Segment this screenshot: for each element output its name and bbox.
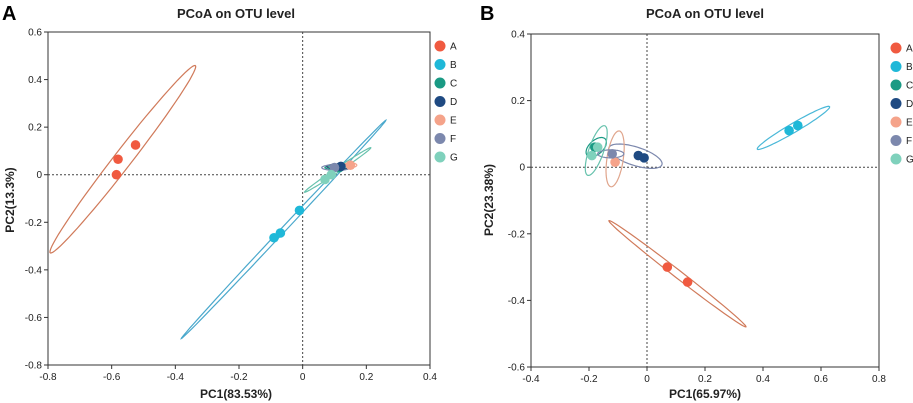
legend-marker-c	[434, 77, 446, 89]
point-e	[345, 160, 356, 170]
x-tick-label: -0.2	[230, 372, 248, 383]
y-tick-label: -0.4	[508, 296, 526, 307]
point-b	[793, 120, 803, 131]
point-a	[111, 169, 122, 180]
plot-frame	[530, 33, 880, 368]
ellipse-d	[325, 163, 353, 170]
x-tick-label: 0.4	[756, 374, 770, 385]
point-b	[294, 205, 305, 216]
legend-label-a: A	[450, 42, 457, 53]
legend-marker-f	[890, 135, 902, 146]
y-tick-label: -0.6	[25, 313, 43, 324]
legend-marker-b	[434, 59, 446, 70]
point-g	[326, 169, 337, 180]
y-tick-label: -0.6	[508, 363, 526, 374]
plot-frame	[47, 31, 431, 366]
legend-label-g: G	[906, 155, 913, 166]
chart-title: PCoA on OTU level	[177, 6, 295, 21]
legend-label-f: F	[906, 136, 912, 147]
legend-label-e: E	[906, 118, 913, 129]
legend-marker-g	[890, 153, 902, 165]
legend-label-c: C	[906, 81, 913, 92]
x-tick-label: -0.6	[103, 372, 121, 383]
legend-marker-a	[890, 42, 902, 54]
legend-marker-f	[434, 133, 446, 144]
panel-b: B PCoA on OTU level PC1(65.97%) PC2(23.3…	[480, 3, 913, 401]
legend-label-b: B	[906, 62, 913, 73]
y-axis-label: PC2(13.3%)	[3, 167, 17, 232]
legend-marker-e	[890, 116, 902, 128]
y-tick-label: -0.4	[25, 265, 43, 276]
x-tick-label: -0.8	[39, 372, 57, 383]
y-tick-label: 0	[36, 170, 42, 181]
legend-marker-d	[434, 96, 446, 107]
x-axis-label: PC1(65.97%)	[669, 387, 741, 401]
ellipse-g	[303, 146, 372, 193]
point-a	[130, 140, 141, 150]
legend-marker-d	[890, 98, 902, 109]
legend-marker-c	[890, 79, 902, 91]
legend-label-b: B	[450, 60, 457, 71]
point-b	[784, 125, 794, 136]
x-axis-label: PC1(83.53%)	[200, 387, 272, 401]
ellipse-b	[756, 105, 831, 151]
point-g	[592, 142, 603, 153]
x-tick-label: -0.4	[522, 374, 540, 385]
x-tick-label: -0.4	[167, 372, 185, 383]
panel-a: A PCoA on OTU level PC1(83.53%) PC2(13.3…	[2, 3, 458, 401]
y-axis-label: PC2(23.38%)	[482, 164, 496, 236]
point-e	[610, 157, 620, 168]
legend-marker-a	[434, 40, 446, 52]
ellipse-g	[584, 125, 608, 176]
legend-label-d: D	[906, 99, 913, 110]
point-b	[269, 232, 279, 243]
legend-label-c: C	[450, 79, 457, 90]
point-a	[682, 277, 693, 287]
ellipse-a	[49, 64, 197, 254]
y-tick-label: 0	[519, 163, 525, 174]
y-tick-label: 0.2	[511, 96, 525, 107]
legend-label-g: G	[450, 153, 458, 164]
ellipse-e	[605, 130, 625, 188]
legend-marker-b	[890, 61, 902, 72]
panel-letter: B	[480, 3, 494, 25]
y-tick-label: 0.2	[28, 123, 42, 134]
x-tick-label: 0.2	[698, 374, 712, 385]
y-tick-label: 0.4	[511, 30, 525, 41]
y-tick-label: 0.4	[28, 75, 42, 86]
point-f	[329, 162, 340, 173]
y-tick-label: -0.8	[25, 361, 43, 372]
point-d	[639, 153, 649, 163]
legend-label-a: A	[906, 44, 913, 55]
x-tick-label: 0.8	[872, 374, 886, 385]
x-tick-label: 0	[644, 374, 650, 385]
legend-label-f: F	[450, 134, 456, 145]
ellipse-f	[597, 149, 625, 159]
x-tick-label: 0.4	[423, 372, 437, 383]
legend-label-d: D	[450, 97, 457, 108]
y-tick-label: -0.2	[25, 218, 43, 229]
legend-marker-g	[434, 151, 446, 163]
point-g	[587, 150, 597, 161]
y-tick-label: 0.6	[28, 28, 42, 39]
point-f	[607, 149, 617, 159]
x-tick-label: -0.2	[580, 374, 598, 385]
x-tick-label: 0.6	[814, 374, 828, 385]
x-tick-label: 0	[300, 372, 306, 383]
chart-title: PCoA on OTU level	[646, 6, 764, 21]
legend-marker-e	[434, 114, 446, 126]
point-a	[113, 154, 123, 165]
x-tick-label: 0.2	[359, 372, 373, 383]
panel-letter: A	[2, 3, 16, 25]
legend-label-e: E	[450, 116, 457, 127]
point-a	[662, 262, 673, 272]
ellipse-a	[608, 219, 747, 328]
y-tick-label: -0.2	[508, 229, 526, 240]
